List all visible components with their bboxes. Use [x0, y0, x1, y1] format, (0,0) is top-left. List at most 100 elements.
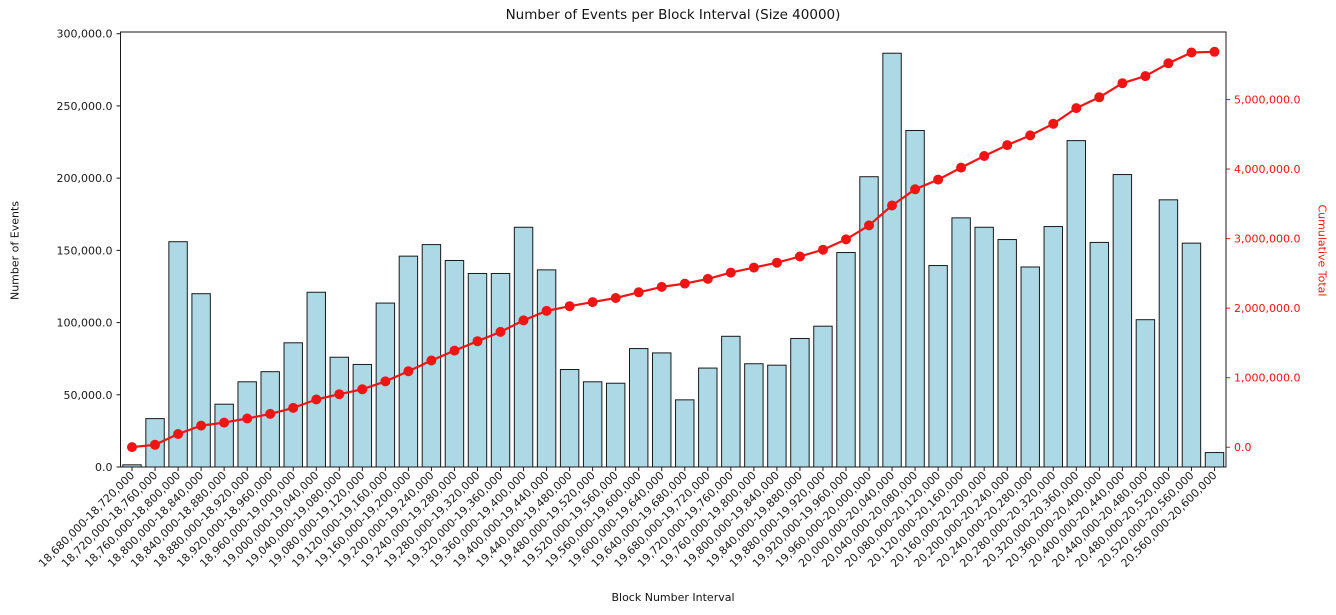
cumulative-marker [1140, 71, 1151, 82]
left-tick-label: 0.0 [95, 461, 113, 474]
cumulative-marker [841, 234, 851, 245]
cumulative-marker [1071, 103, 1082, 114]
cumulative-marker [1117, 78, 1128, 89]
cumulative-marker [426, 355, 437, 366]
cumulative-marker [357, 384, 368, 395]
right-tick-label: 2,000,000.0 [1234, 302, 1300, 315]
bar [951, 217, 971, 468]
cumulative-marker [1094, 92, 1105, 103]
bar [513, 226, 534, 468]
cumulative-marker [633, 287, 644, 298]
bar [744, 363, 764, 468]
cumulative-marker [887, 200, 897, 211]
cumulative-marker [265, 408, 276, 419]
bar [536, 269, 557, 468]
bar [652, 352, 672, 468]
cumulative-marker [1025, 130, 1036, 141]
bar [329, 356, 350, 468]
cumulative-marker [472, 336, 483, 347]
cumulative-marker [1163, 58, 1174, 69]
bar [467, 272, 488, 468]
bar [628, 348, 649, 468]
cumulative-marker [311, 394, 322, 405]
cumulative-marker [771, 257, 782, 268]
right-tick-label: 1,000,000.0 [1234, 372, 1300, 385]
bar [1204, 452, 1225, 468]
cumulative-marker [794, 251, 805, 262]
cumulative-marker [864, 220, 874, 231]
bar [905, 130, 925, 468]
bar [559, 369, 580, 468]
right-tick-label: 5,000,000.0 [1234, 93, 1300, 106]
cumulative-marker [495, 326, 506, 337]
cumulative-marker [725, 267, 736, 278]
cumulative-marker [1048, 118, 1059, 129]
cumulative-marker [933, 174, 944, 185]
left-tick-label: 300,000.0 [57, 28, 113, 41]
bar [698, 367, 718, 468]
bar [582, 381, 603, 468]
bar [1043, 226, 1063, 468]
cumulative-marker [150, 439, 160, 450]
cumulative-marker [979, 151, 990, 161]
plot-border [120, 31, 1227, 468]
cumulative-marker [196, 420, 207, 431]
cumulative-marker [818, 244, 828, 255]
right-tick-label: 0.0 [1234, 441, 1252, 454]
bar [490, 272, 511, 468]
right-axis-title: Cumulative Total [1315, 204, 1329, 297]
bar [974, 226, 994, 468]
left-tick-label: 50,000.0 [64, 389, 113, 402]
bar [1135, 319, 1156, 468]
cumulative-marker [1209, 46, 1220, 57]
right-tick-label: 4,000,000.0 [1234, 163, 1300, 176]
bar [767, 364, 787, 468]
cumulative-marker [541, 305, 552, 316]
bar [928, 265, 948, 468]
cumulative-marker [679, 278, 690, 289]
cumulative-marker [288, 402, 299, 413]
cumulative-marker [173, 429, 184, 439]
cumulative-marker [403, 366, 414, 377]
bar [1066, 140, 1087, 468]
left-axis-title: Number of Events [8, 200, 22, 301]
bar [214, 403, 234, 468]
bar [191, 293, 211, 468]
bar [813, 325, 833, 468]
cumulative-marker [610, 293, 621, 303]
cumulative-marker [1002, 140, 1013, 151]
left-tick-label: 250,000.0 [57, 100, 113, 113]
bar [882, 52, 902, 468]
cumulative-marker [518, 315, 529, 326]
cumulative-marker [1186, 47, 1197, 58]
bar [1020, 266, 1040, 468]
x-axis-title: Block Number Interval [611, 591, 735, 604]
cumulative-marker [656, 281, 667, 292]
cumulative-marker [748, 262, 759, 273]
bar [997, 239, 1017, 468]
bar [1181, 242, 1202, 468]
bar [444, 259, 465, 468]
bar [721, 335, 741, 468]
bar [306, 291, 326, 468]
left-tick-label: 200,000.0 [57, 172, 113, 185]
cumulative-marker [219, 417, 230, 428]
left-tick-label: 150,000.0 [57, 244, 113, 257]
bar [352, 363, 373, 468]
bar [675, 399, 695, 468]
cumulative-marker [564, 301, 575, 312]
cumulative-marker [127, 442, 137, 453]
bar [1112, 174, 1133, 468]
cumulative-marker [587, 297, 598, 308]
left-tick-label: 100,000.0 [57, 317, 113, 330]
cumulative-marker [910, 184, 921, 195]
bar [1158, 199, 1179, 468]
right-tick-label: 3,000,000.0 [1234, 233, 1300, 246]
cumulative-marker [380, 376, 391, 387]
cumulative-marker [334, 389, 345, 400]
bar [260, 371, 280, 468]
bar [1089, 241, 1110, 468]
cumulative-marker [702, 273, 713, 284]
